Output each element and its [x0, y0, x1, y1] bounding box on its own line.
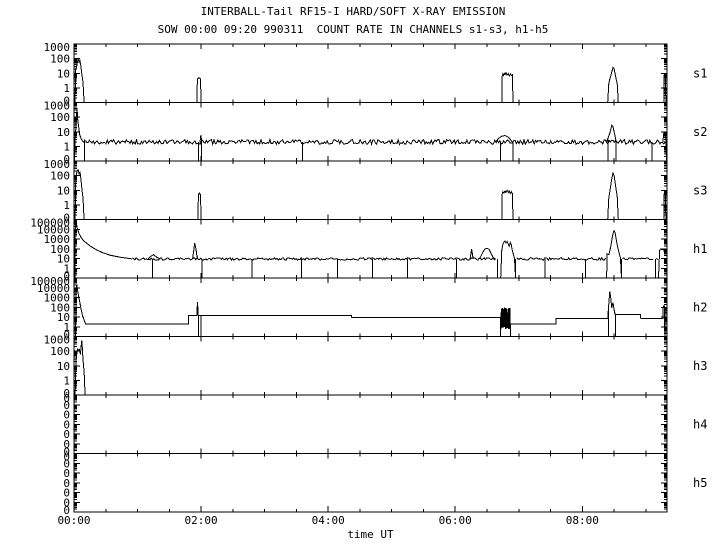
x-tick-label: 02:00 [185, 514, 218, 527]
trace-feature-s1-4 [663, 73, 667, 103]
y-tick-label-h4: 0 [63, 409, 70, 422]
y-tick-label-h2: 100000 [30, 275, 70, 288]
trace-feature-h1-1 [147, 253, 161, 260]
y-tick-label-h1: 100 [50, 243, 70, 256]
y-tick-label-h2: 10 [57, 311, 70, 324]
trace-feature-s3-2 [501, 189, 514, 220]
y-tick-label-s2: 1000 [44, 100, 71, 113]
trace-burst-h2 [500, 307, 511, 330]
x-tick-label: 06:00 [439, 514, 472, 527]
y-tick-label-h5: 0 [63, 496, 70, 509]
y-tick-label-s3: 1000 [44, 158, 71, 171]
y-tick-label-h4: 0 [63, 438, 70, 451]
channel-label-s3: s3 [693, 183, 707, 197]
y-tick-label-h1: 1000 [44, 233, 71, 246]
y-tick-label-s2: 10 [57, 126, 70, 139]
y-tick-label-s2: 1 [63, 140, 70, 153]
trace-baseline-s2 [85, 137, 666, 146]
y-tick-label-h3: 10 [57, 360, 70, 373]
channel-label-h5: h5 [693, 476, 707, 490]
channel-label-s1: s1 [693, 66, 707, 80]
trace-feature-s2-2 [495, 134, 513, 143]
trace-feature-h1-4 [479, 247, 496, 260]
y-tick-label-h2: 1 [63, 321, 70, 334]
trace-feature-s1-3 [607, 66, 619, 103]
y-tick-label-h3: 100 [50, 345, 70, 358]
trace-baseline-h1 [132, 256, 496, 262]
plot-subtitle: SOW 00:00 09:20 990311 COUNT RATE IN CHA… [157, 23, 549, 36]
trace-feature-s2-1 [199, 134, 203, 143]
y-tick-label-h3: 1000 [44, 334, 71, 347]
trace-feature-h1-3 [469, 249, 474, 259]
trace-feature-s2-0 [74, 107, 86, 162]
trace-baseline-h1 [516, 256, 607, 262]
x-axis-title: time UT [347, 528, 394, 541]
trace-baseline-h1 [656, 257, 659, 261]
channel-label-h1: h1 [693, 242, 707, 256]
y-tick-label-s2: 100 [50, 111, 70, 124]
x-tick-label: 04:00 [312, 514, 345, 527]
y-tick-label-h4: 0 [63, 428, 70, 441]
trace-feature-h1-0 [74, 222, 133, 279]
y-tick-label-h5: 0 [63, 467, 70, 480]
y-tick-label-h4: 0 [63, 418, 70, 431]
trace-feature-s2-3 [606, 124, 617, 143]
y-tick-label-h5: 0 [63, 457, 70, 470]
y-tick-label-h1: 1 [63, 262, 70, 275]
y-tick-label-h1: 100000 [30, 217, 70, 230]
trace-feature-s2-4 [662, 131, 667, 162]
y-tick-label-h4: 0 [63, 446, 70, 459]
y-tick-label-s1: 0 [63, 95, 70, 108]
trace-feature-h3-0 [74, 340, 86, 396]
plot-title: INTERBALL-Tail RF15-I HARD/SOFT X-RAY EM… [200, 5, 506, 18]
y-tick-label-s3: 1 [63, 199, 70, 212]
y-tick-label-h5: 0 [63, 451, 70, 464]
trace-feature-h1-7 [658, 248, 667, 279]
y-tick-label-h2: 10000 [37, 282, 70, 295]
x-tick-label: 00:00 [57, 514, 90, 527]
y-tick-label-s2: 0 [63, 153, 70, 166]
trace-feature-s3-1 [197, 192, 202, 220]
trace-feature-s3-4 [663, 192, 667, 220]
y-tick-label-h1: 10 [57, 253, 70, 266]
channel-label-s2: s2 [693, 125, 707, 139]
y-tick-label-s1: 10 [57, 67, 70, 80]
trace-feature-h2-0 [75, 284, 501, 337]
y-tick-label-h3: 1 [63, 374, 70, 387]
y-tick-label-h2: 0 [63, 329, 70, 342]
y-tick-label-h4: 0 [63, 392, 70, 405]
y-tick-label-h2: 100 [50, 301, 70, 314]
y-tick-label-s3: 0 [63, 212, 70, 225]
channel-label-h4: h4 [693, 417, 707, 431]
trace-feature-s1-2 [501, 71, 514, 103]
trace-feature-h2-1 [510, 291, 667, 337]
y-tick-label-s3: 100 [50, 170, 70, 183]
y-tick-label-s1: 100 [50, 53, 70, 66]
trace-feature-s1-0 [74, 58, 85, 103]
y-tick-label-h3: 0 [63, 387, 70, 400]
y-tick-label-h2: 1000 [44, 292, 71, 305]
y-tick-label-h5: 0 [63, 487, 70, 500]
trace-feature-h1-6 [606, 229, 622, 279]
y-tick-label-s1: 1 [63, 82, 70, 95]
y-tick-label-h5: 0 [63, 477, 70, 490]
x-tick-label: 08:00 [566, 514, 599, 527]
y-tick-label-s3: 10 [57, 184, 70, 197]
trace-feature-h1-5 [500, 240, 517, 279]
channel-label-h2: h2 [693, 300, 707, 314]
trace-feature-h1-2 [192, 242, 199, 260]
trace-baseline-h1 [622, 257, 654, 261]
trace-feature-s1-1 [196, 77, 202, 103]
y-tick-label-h1: 10000 [37, 223, 70, 236]
y-tick-label-s1: 1000 [44, 41, 71, 54]
y-tick-label-h4: 0 [63, 399, 70, 412]
y-tick-label-h1: 0 [63, 270, 70, 283]
trace-feature-s3-3 [607, 171, 619, 220]
channel-label-h3: h3 [693, 359, 707, 373]
y-tick-label-h5: 0 [63, 504, 70, 517]
trace-feature-s3-0 [74, 168, 85, 220]
